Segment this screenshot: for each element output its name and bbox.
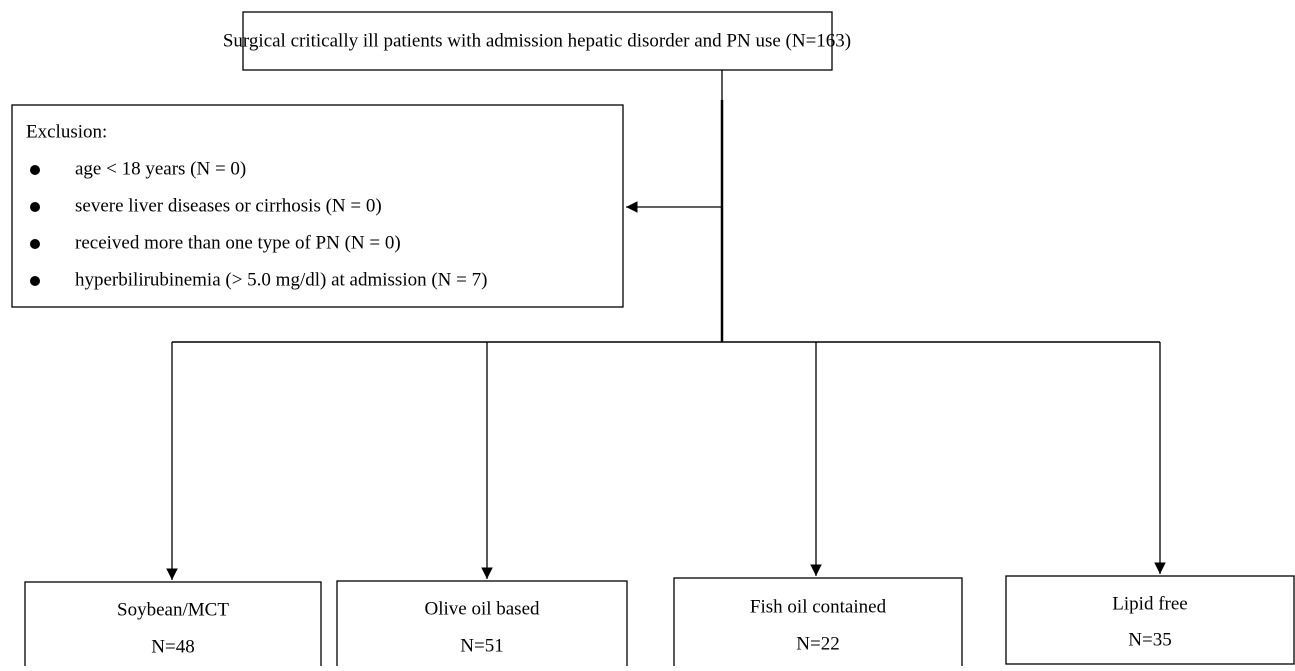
bullet	[30, 239, 40, 249]
group-label: Lipid free	[1112, 593, 1187, 614]
group-count: N=51	[460, 635, 503, 656]
group-box	[336, 580, 628, 671]
group-count: N=35	[1128, 629, 1171, 650]
header-box	[242, 11, 833, 71]
exclusion-item: received more than one type of PN (N = 0…	[75, 232, 401, 253]
group-box	[1005, 575, 1295, 665]
group-label: Soybean/MCT	[117, 599, 229, 620]
bullet	[30, 165, 40, 175]
bullet	[30, 202, 40, 212]
exclusion-title: Exclusion:	[26, 121, 107, 142]
group-count: N=48	[151, 636, 194, 657]
exclusion-item: hyperbilirubinemia (> 5.0 mg/dl) at admi…	[75, 269, 487, 290]
group-count: N=22	[796, 633, 839, 654]
exclusion-item: age < 18 years (N = 0)	[75, 158, 246, 179]
exclusion-box	[11, 104, 624, 308]
header-text: Surgical critically ill patients with ad…	[223, 30, 851, 51]
group-label: Fish oil contained	[750, 596, 887, 617]
exclusion-item: severe liver diseases or cirrhosis (N = …	[75, 195, 382, 216]
bullet	[30, 276, 40, 286]
group-label: Olive oil based	[424, 598, 540, 619]
group-box	[24, 581, 322, 671]
